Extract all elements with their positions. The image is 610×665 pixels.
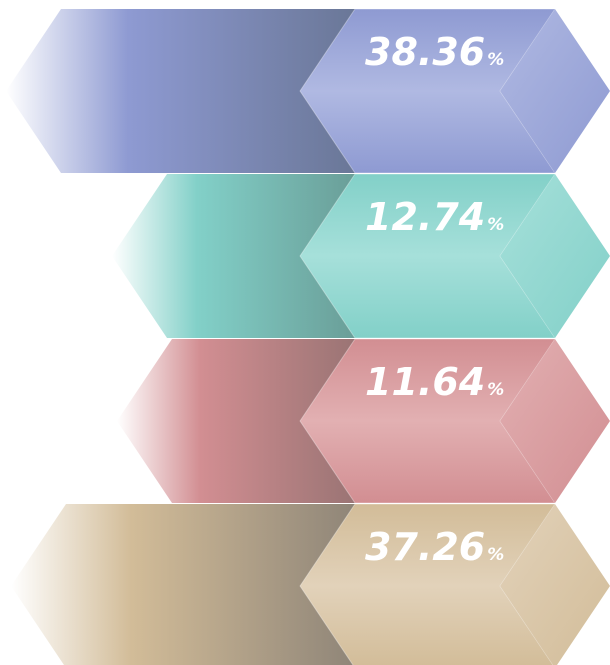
bar-group-3: 11.64% [117, 338, 610, 504]
bar-cap-1 [500, 9, 610, 173]
bar-1 [6, 9, 355, 173]
bar-4 [11, 504, 355, 665]
bar-cap-3 [500, 339, 610, 503]
bars-layer: 38.36 % 12.74 % 11.64 % 37.26% [6, 8, 610, 665]
value-label-4: 37.26% [365, 525, 504, 569]
bar-group-1: 38.36% [6, 8, 610, 174]
bar-cap-4 [500, 504, 610, 665]
bar-group-4: 37.26% [11, 503, 610, 665]
value-label-2: 12.74% [365, 195, 504, 239]
bar-group-2: 12.74% [112, 173, 610, 339]
value-label-1: 38.36% [365, 30, 504, 74]
bar-2 [112, 174, 355, 338]
bar-3 [117, 339, 355, 503]
value-label-3: 11.64% [365, 360, 504, 404]
bar-cap-2 [500, 174, 610, 338]
